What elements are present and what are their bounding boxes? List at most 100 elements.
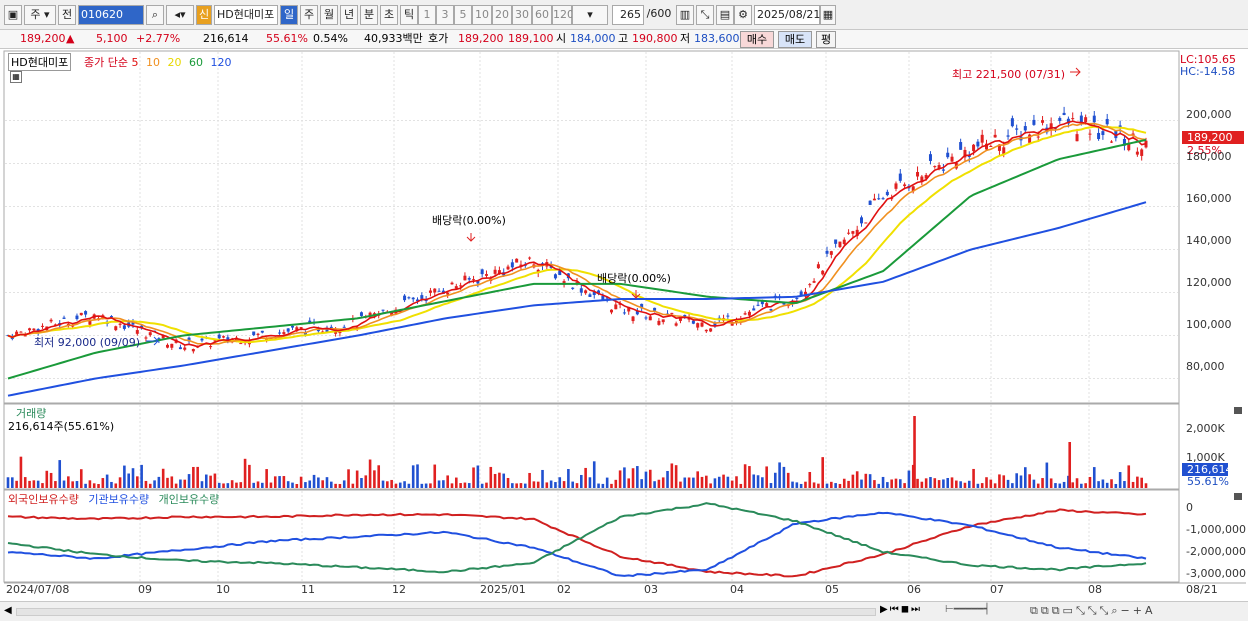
volume-bar (455, 477, 458, 488)
candle-body (903, 184, 907, 187)
count-input[interactable]: 265 (612, 5, 644, 25)
draw-icon[interactable]: ⤡ (696, 5, 714, 25)
candle-body (135, 330, 139, 334)
candle-body (997, 144, 1001, 151)
save-icon[interactable]: ▤ (716, 5, 734, 25)
candle-body (834, 239, 838, 244)
sell-button[interactable]: 매도 (778, 31, 812, 48)
close-icon[interactable] (1234, 407, 1242, 414)
gear-icon[interactable]: ⚙ (734, 5, 752, 25)
price-tag (1182, 131, 1244, 144)
grid-icon[interactable]: ▦ (10, 71, 22, 83)
volume-bar (614, 479, 618, 488)
volume-bar (588, 477, 592, 488)
interval-3[interactable]: 3 (436, 5, 454, 25)
volume-tag (1182, 463, 1228, 476)
volume-bar (913, 416, 916, 488)
interval-60[interactable]: 60 (532, 5, 552, 25)
volume-bar (601, 483, 605, 488)
date-input[interactable]: 2025/08/21 (754, 5, 820, 25)
volume-bar (467, 483, 471, 488)
volume-bar (54, 481, 57, 488)
candle-body (765, 303, 769, 307)
volume-bar (261, 482, 264, 488)
volume-bar (187, 474, 191, 488)
period-second[interactable]: 초 (380, 5, 398, 25)
stock-code-input[interactable]: 010620 (78, 5, 144, 25)
volume-bar (886, 482, 889, 488)
interval-120[interactable]: 120 (552, 5, 574, 25)
x-tick-7: 03 (644, 583, 658, 596)
search-icon[interactable]: ⌕ (146, 5, 164, 25)
volume-bar (855, 471, 859, 488)
volume-bar (549, 480, 553, 488)
volume-bar (498, 472, 501, 488)
period-week[interactable]: 주 (300, 5, 318, 25)
count-total: /600 (646, 7, 672, 20)
nav-icons[interactable]: ▶⏮◼⏭ (880, 604, 922, 615)
period-year[interactable]: 년 (340, 5, 358, 25)
prev-button[interactable]: 전 (58, 5, 76, 25)
volume-bar (985, 477, 988, 488)
volume-bar (705, 475, 708, 488)
interval-5[interactable]: 5 (454, 5, 472, 25)
volume-bar (364, 475, 368, 488)
volume-bar (963, 482, 967, 488)
candle-body (588, 294, 592, 297)
interval-1[interactable]: 1 (418, 5, 436, 25)
volume-bar (282, 476, 286, 488)
interval-dropdown[interactable]: ▾ (572, 5, 608, 25)
volume-bar (942, 479, 945, 488)
interval-10[interactable]: 10 (472, 5, 492, 25)
volume-bar (394, 483, 398, 488)
volume-pct: 55.61% (266, 32, 308, 45)
layout-icon[interactable]: ▣ (4, 5, 22, 25)
candle-body (1084, 117, 1088, 123)
candle-body (558, 270, 562, 276)
interval-30[interactable]: 30 (512, 5, 532, 25)
candle-body (226, 337, 230, 342)
volume-bar (493, 473, 497, 488)
volume-bar (683, 477, 687, 488)
scrollbar[interactable] (16, 608, 876, 616)
candle-body (592, 291, 596, 295)
candle-body (1110, 141, 1114, 143)
period-day[interactable]: 일 (280, 5, 298, 25)
volume-bar (140, 464, 143, 488)
calendar-icon[interactable]: ▦ (820, 5, 836, 25)
volume-bar (515, 483, 518, 488)
buy-button[interactable]: 매수 (740, 31, 774, 48)
volume-bar (256, 481, 260, 488)
interval-20[interactable]: 20 (492, 5, 512, 25)
volume-bar (679, 481, 682, 488)
tool-icons[interactable]: ⧉⧉⧉▭⤡⤡⤡⌕−+A (1030, 604, 1156, 617)
eval-button[interactable]: 평 (816, 31, 836, 48)
volume-bar (157, 476, 161, 488)
period-tick[interactable]: 틱 (400, 5, 418, 25)
market-select[interactable]: 주 ▾ (24, 5, 56, 25)
volume-bar (761, 477, 764, 488)
zoom-slider[interactable]: ⊢━━━━━┥ (945, 604, 990, 615)
candle-body (390, 312, 394, 316)
volume-bar (1114, 483, 1118, 488)
candle-body (325, 327, 329, 332)
candle-body (700, 322, 704, 327)
period-month[interactable]: 월 (320, 5, 338, 25)
volume-bar (847, 480, 850, 488)
period-minute[interactable]: 분 (360, 5, 378, 25)
volume-bar (148, 483, 152, 488)
ma60-line (7, 138, 1147, 380)
speaker-icon[interactable]: ◂▾ (166, 5, 194, 25)
ma10-line (7, 122, 1147, 345)
candle-body (148, 332, 152, 336)
candle-body (122, 325, 126, 329)
candle-icon[interactable]: ▥ (676, 5, 694, 25)
candle-body (911, 186, 915, 192)
shin-badge[interactable]: 신 (196, 5, 212, 25)
candle-body (609, 309, 613, 313)
candle-body (989, 145, 993, 147)
candle-body (734, 320, 738, 324)
close-icon-2[interactable] (1234, 493, 1242, 500)
scroll-left-icon[interactable]: ◀ (4, 605, 12, 616)
